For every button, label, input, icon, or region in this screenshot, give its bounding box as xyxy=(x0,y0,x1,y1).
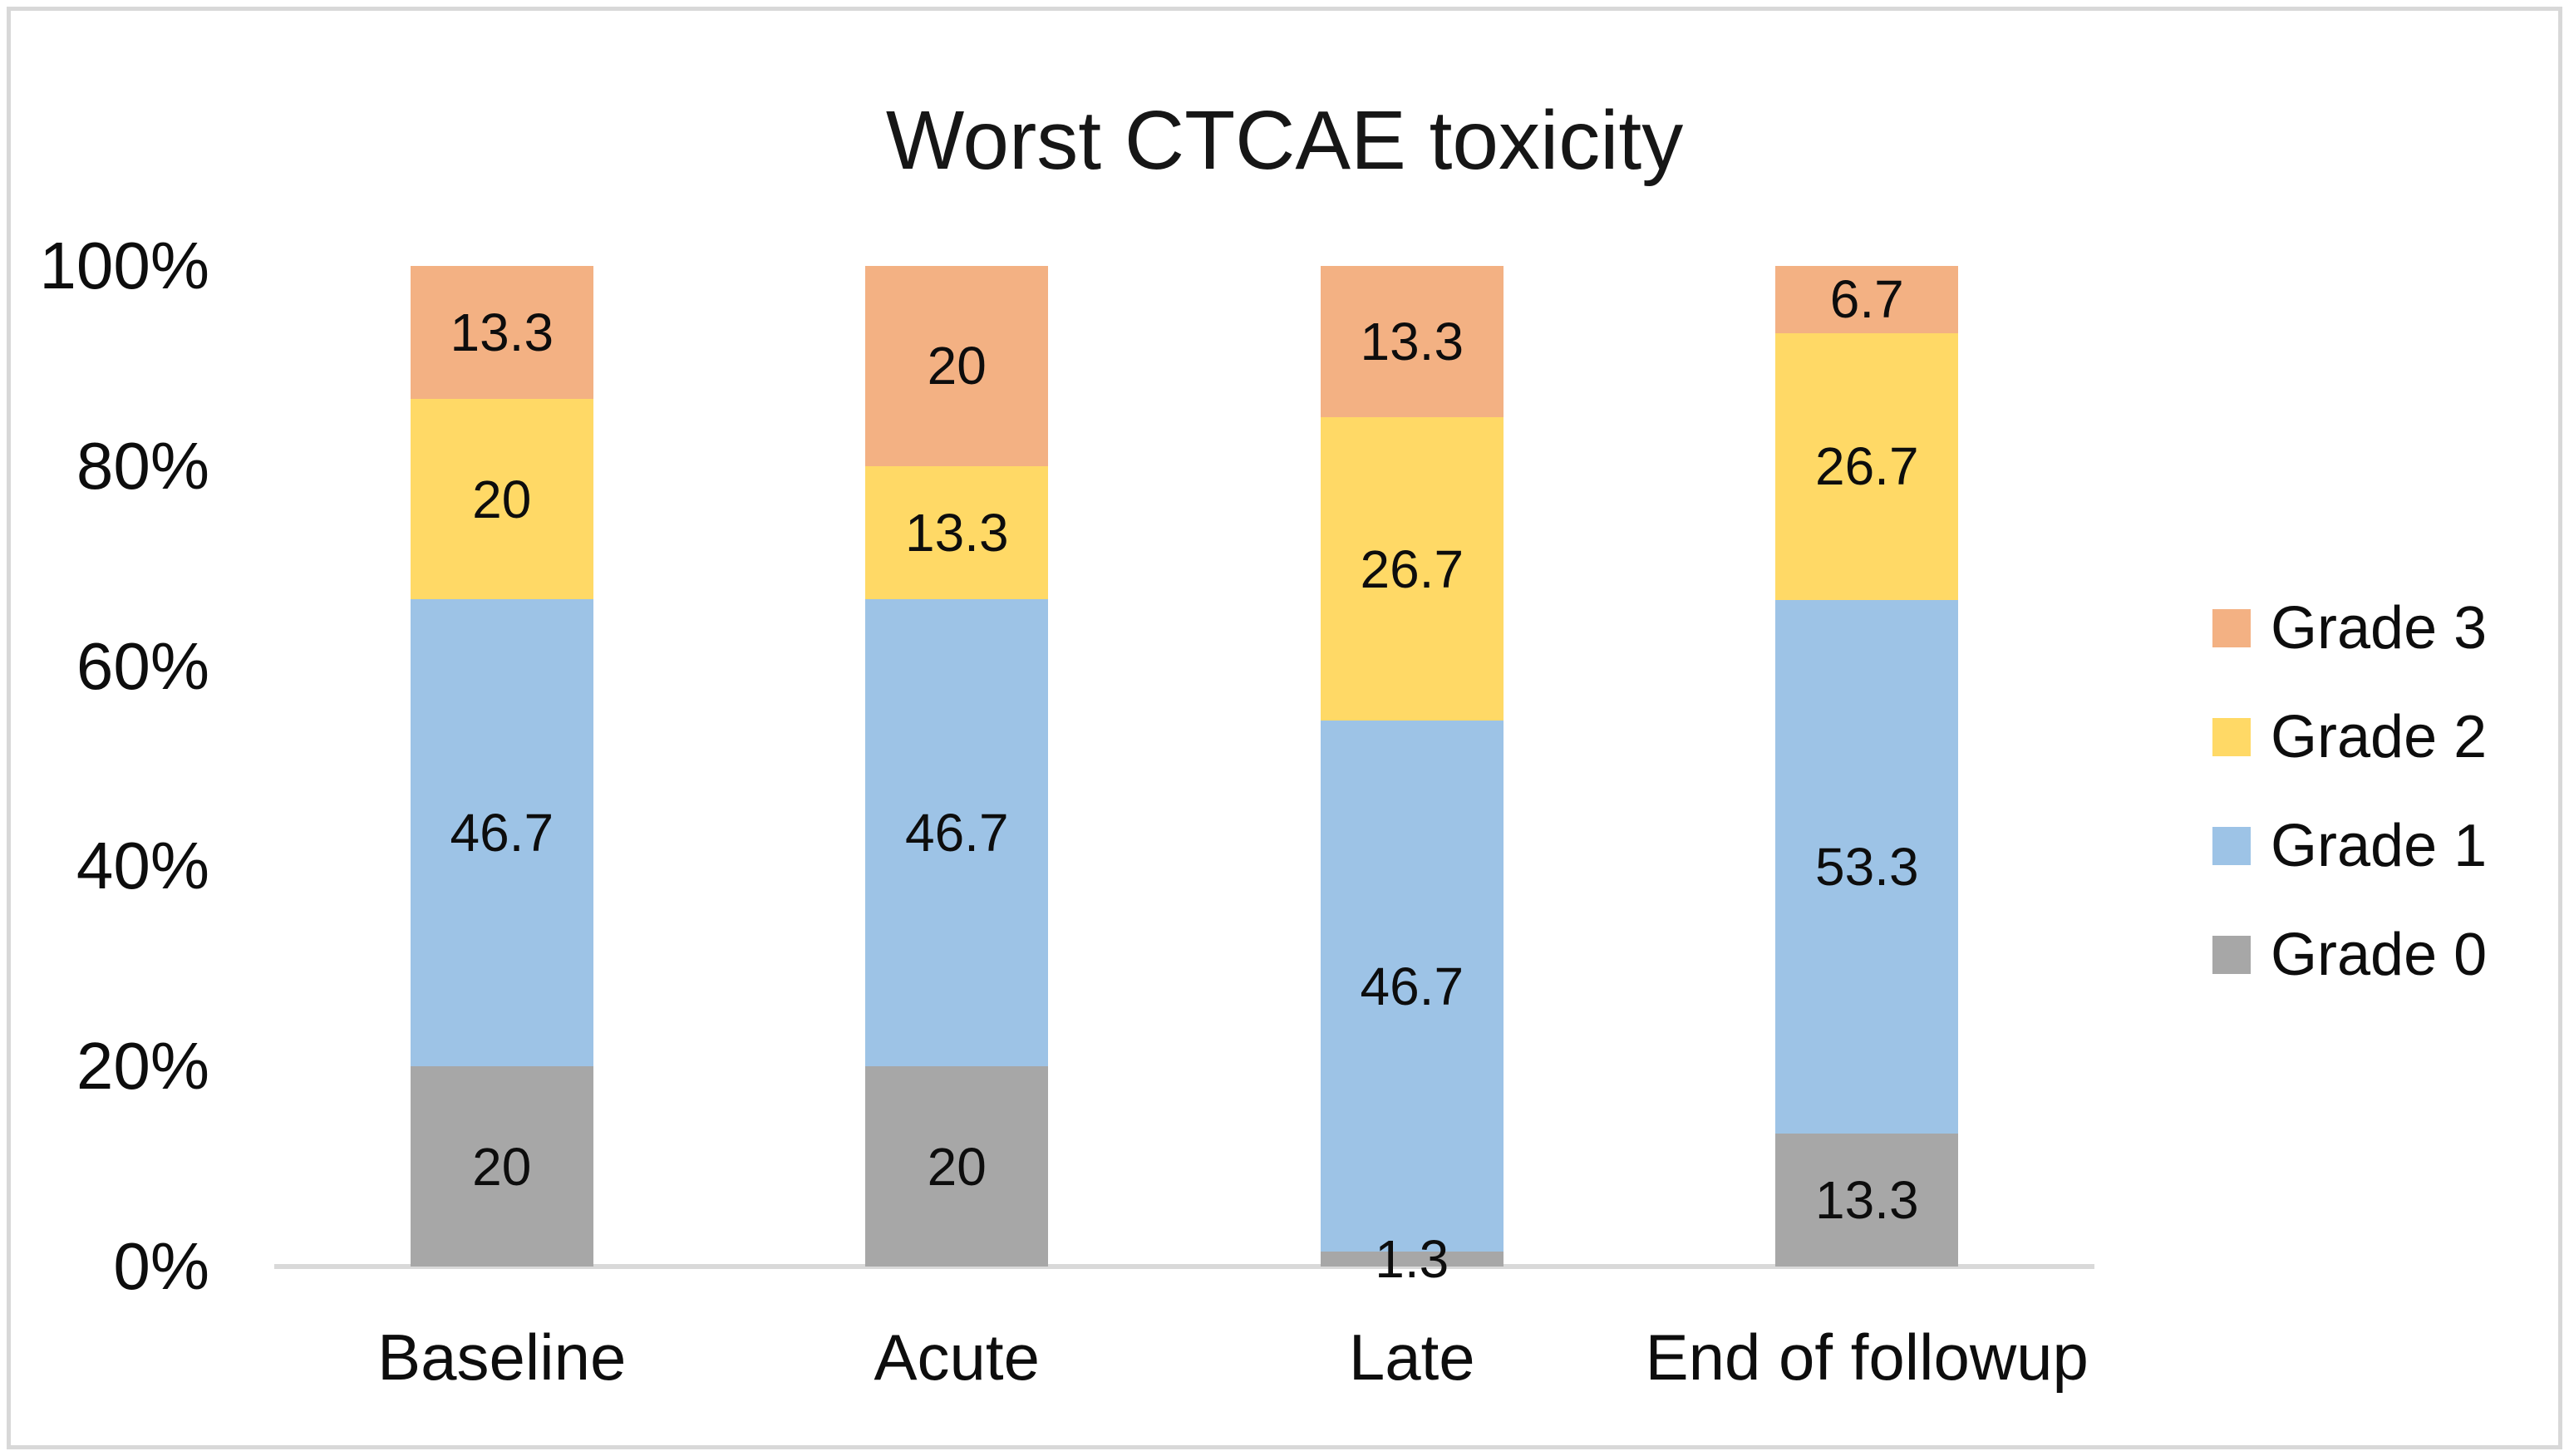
data-label: 20 xyxy=(927,336,987,396)
y-axis-tick-label: 80% xyxy=(76,428,209,503)
chart-frame xyxy=(7,7,2562,1449)
bar-segment-grade-1: 46.7 xyxy=(410,598,593,1067)
x-axis-label-late: Late xyxy=(1348,1321,1475,1394)
legend-swatch-icon xyxy=(2212,935,2251,974)
bar-segment-grade-2: 26.7 xyxy=(1320,416,1504,721)
legend-label: Grade 2 xyxy=(2271,703,2488,770)
legend-label: Grade 3 xyxy=(2271,594,2488,662)
bar-segment-grade-0: 13.3 xyxy=(1775,1133,1959,1267)
bar-segment-grade-2: 26.7 xyxy=(1775,332,1959,601)
bar-column-baseline: 20 46.7 20 13.3 xyxy=(410,266,593,1267)
legend-item-grade-3: Grade 3 xyxy=(2212,573,2487,682)
bar-segment-grade-2: 20 xyxy=(410,399,593,599)
y-axis-tick-label: 60% xyxy=(76,628,209,703)
chart-title: Worst CTCAE toxicity xyxy=(885,94,1684,187)
data-label: 46.7 xyxy=(450,803,554,863)
data-label: 6.7 xyxy=(1829,269,1904,330)
bar-segment-grade-3: 13.3 xyxy=(1320,266,1504,417)
x-axis-label-baseline: Baseline xyxy=(377,1321,627,1394)
bar-segment-grade-3: 6.7 xyxy=(1775,266,1959,333)
legend: Grade 3 Grade 2 Grade 1 Grade 0 xyxy=(2212,573,2487,1009)
data-label: 1.3 xyxy=(1375,1229,1449,1290)
bar-segment-grade-3: 20 xyxy=(865,266,1049,466)
legend-item-grade-2: Grade 2 xyxy=(2212,682,2487,791)
bar-segment-grade-0: 20 xyxy=(865,1066,1049,1267)
y-axis-tick-label: 20% xyxy=(76,1029,209,1104)
data-label: 26.7 xyxy=(1360,539,1464,599)
data-label: 26.7 xyxy=(1814,436,1919,497)
bar-column-acute: 20 46.7 13.3 20 xyxy=(865,266,1049,1267)
bar-segment-grade-1: 46.7 xyxy=(865,598,1049,1067)
data-label: 13.3 xyxy=(1360,312,1464,371)
legend-swatch-icon xyxy=(2212,608,2251,647)
data-label: 20 xyxy=(472,1136,532,1197)
bar-segment-grade-0: 1.3 xyxy=(1320,1232,1504,1286)
x-axis-label-end-of-followup: End of followup xyxy=(1645,1321,2089,1394)
x-axis-label-acute: Acute xyxy=(874,1321,1040,1394)
legend-label: Grade 1 xyxy=(2271,812,2488,879)
bar-segment-grade-1: 46.7 xyxy=(1320,721,1504,1252)
y-axis-tick-label: 0% xyxy=(113,1229,209,1303)
data-label: 13.3 xyxy=(1814,1169,1919,1230)
data-label: 53.3 xyxy=(1814,837,1919,898)
y-axis-tick-label: 40% xyxy=(76,829,209,903)
x-axis-line xyxy=(274,1264,2094,1269)
legend-item-grade-1: Grade 1 xyxy=(2212,791,2487,900)
legend-swatch-icon xyxy=(2212,717,2251,756)
data-label: 20 xyxy=(927,1136,987,1197)
bar-segment-grade-3: 13.3 xyxy=(410,266,593,400)
bar-segment-grade-2: 13.3 xyxy=(865,465,1049,599)
bar-column-late: 1.3 46.7 26.7 13.3 xyxy=(1320,266,1504,1286)
legend-item-grade-0: Grade 0 xyxy=(2212,900,2487,1009)
bar-segment-grade-1: 53.3 xyxy=(1775,600,1959,1134)
data-label: 46.7 xyxy=(904,803,1009,863)
data-label: 13.3 xyxy=(904,502,1009,563)
y-axis-tick-label: 100% xyxy=(39,229,209,303)
bar-segment-grade-0: 20 xyxy=(410,1066,593,1267)
data-label: 13.3 xyxy=(450,303,554,363)
data-label: 46.7 xyxy=(1360,956,1464,1016)
legend-label: Grade 0 xyxy=(2271,921,2488,988)
legend-swatch-icon xyxy=(2212,826,2251,865)
data-label: 20 xyxy=(472,469,532,529)
bar-column-end-of-followup: 13.3 53.3 26.7 6.7 xyxy=(1775,266,1959,1267)
